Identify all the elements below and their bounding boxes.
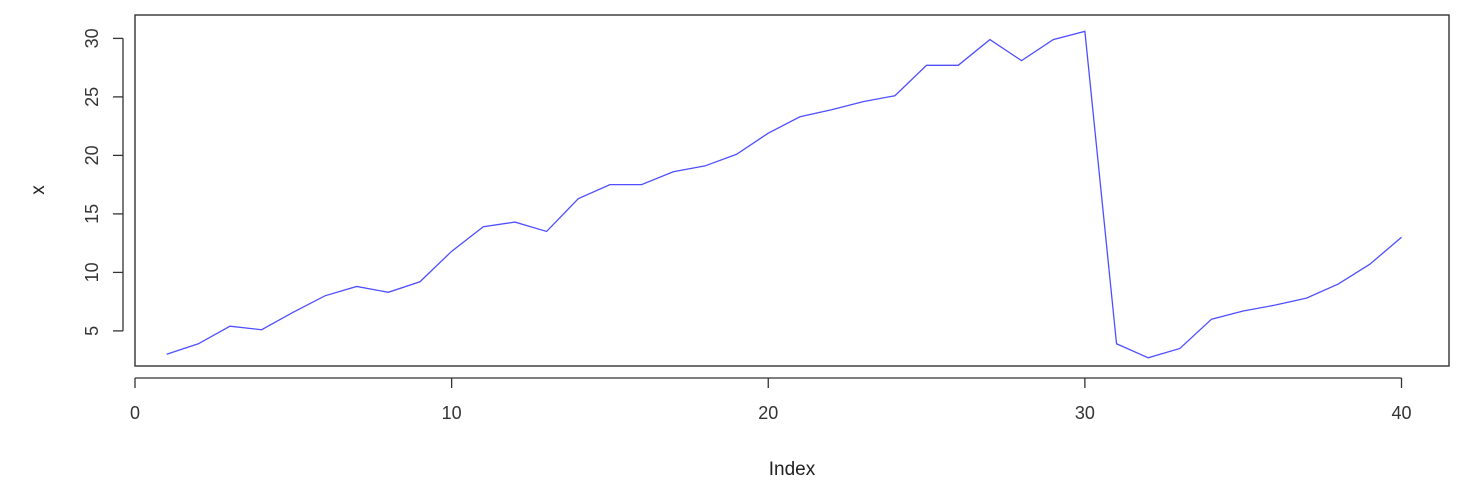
x-axis: 0 10 20 30 40: [130, 377, 1412, 423]
plot-frame: [134, 14, 1450, 367]
x-tick-label: 40: [1391, 403, 1411, 423]
y-axis: 5 10 15 20 25 30: [82, 28, 124, 336]
x-tick-label: 10: [442, 403, 462, 423]
y-tick-label: 20: [82, 145, 102, 165]
x-axis-title: Index: [769, 459, 816, 480]
series-line: [166, 30, 1402, 359]
y-axis-title: x: [28, 185, 49, 195]
x-tick-label: 20: [758, 403, 778, 423]
y-tick-label: 10: [82, 262, 102, 282]
y-tick-label: 15: [82, 204, 102, 224]
y-tick-label: 5: [82, 326, 102, 336]
x-tick-label: 0: [130, 403, 140, 423]
y-tick-label: 30: [82, 28, 102, 48]
x-tick-label: 30: [1075, 403, 1095, 423]
y-tick-label: 25: [82, 87, 102, 107]
